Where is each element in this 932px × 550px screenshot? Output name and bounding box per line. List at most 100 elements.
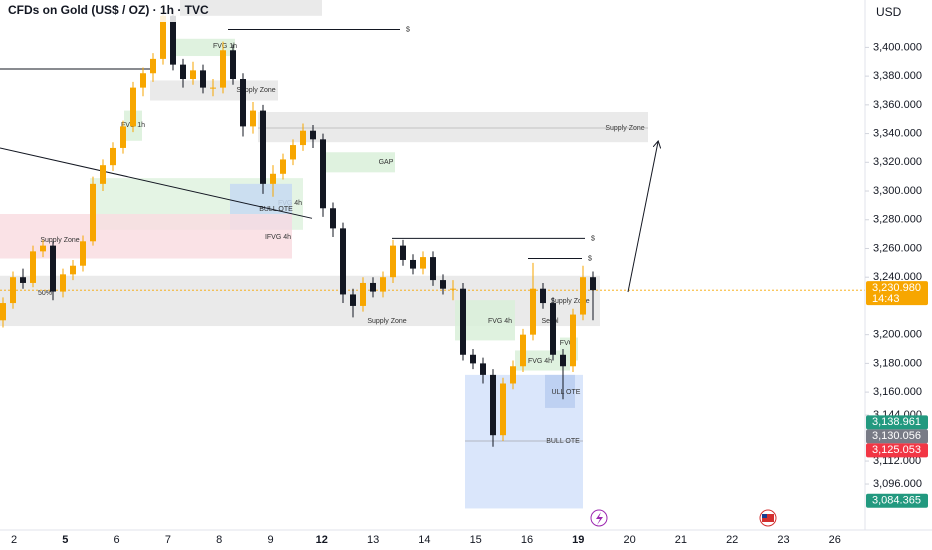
candle-body (80, 241, 86, 266)
candle-body (50, 245, 56, 292)
candle-body (220, 50, 226, 88)
candle-body (500, 383, 506, 436)
zone-label: GAP (379, 159, 394, 166)
candle-body (240, 78, 246, 127)
candle-body (360, 282, 366, 306)
candle-body (120, 126, 126, 148)
currency: USD (876, 5, 902, 19)
candle-body (590, 277, 596, 291)
y-tick-label: 3,160.000 (873, 386, 922, 398)
x-tick-label: 22 (726, 534, 738, 546)
candle-body (10, 277, 16, 304)
x-tick-label: 7 (165, 534, 171, 546)
x-tick-label: 5 (62, 534, 68, 546)
annotation: 50% (38, 290, 52, 297)
zone-label: IFVG 4h (265, 234, 291, 241)
trend-line (0, 147, 313, 219)
price-label: 3,230.980 (872, 282, 921, 294)
x-tick-label: 26 (829, 534, 841, 546)
zone (0, 214, 292, 259)
candle-body (390, 245, 396, 278)
zone-label: FVG (560, 340, 574, 347)
price-label: 3,138.961 (872, 416, 921, 428)
candle-body (250, 110, 256, 127)
y-tick-label: 3,096.000 (873, 478, 922, 490)
candle-body (440, 280, 446, 289)
price-label-bg (866, 281, 928, 306)
candle-body (420, 257, 426, 269)
candle-body (300, 130, 306, 146)
candle-body (580, 277, 586, 315)
candle-body (40, 245, 46, 252)
y-tick-label: 3,340.000 (873, 127, 922, 139)
x-tick-label: 20 (623, 534, 635, 546)
y-tick-label: 3,260.000 (873, 242, 922, 254)
projection-arrow (627, 142, 658, 293)
candle-body (470, 354, 476, 364)
y-tick-label: 3,180.000 (873, 357, 922, 369)
candle-body (290, 145, 296, 160)
zone-label: Supply Zone (236, 87, 275, 94)
candle-body (180, 64, 186, 79)
zone-label: Supply Zone (605, 125, 644, 132)
candle-body (260, 110, 266, 184)
zone-label: FVG 1h (213, 43, 237, 50)
candle-body (130, 87, 136, 127)
candle-body (20, 277, 26, 283)
candle-body (280, 159, 286, 174)
candle-body (380, 277, 386, 292)
candle-body (520, 334, 526, 367)
candle-body (90, 183, 96, 242)
price-label-bg (866, 429, 928, 444)
x-tick-label: 16 (521, 534, 533, 546)
candle-body (160, 15, 166, 59)
x-tick-label: 13 (367, 534, 379, 546)
x-tick-label: 8 (216, 534, 222, 546)
candle-body (530, 288, 536, 335)
y-tick-label: 3,240.000 (873, 271, 922, 283)
candle-body (30, 251, 36, 283)
zone (170, 38, 235, 57)
zone (545, 374, 575, 408)
annotation: Supply Zone (40, 237, 79, 244)
y-tick-label: 3,112.000 (873, 455, 921, 467)
x-tick-label: 6 (114, 534, 120, 546)
x-tick-label: 15 (470, 534, 482, 546)
candle-body (330, 208, 336, 229)
flag-canton (762, 514, 767, 518)
title-bg (0, 0, 180, 22)
level-label: $ (406, 26, 410, 33)
candle-body (450, 288, 456, 290)
y-tick-label: 3,320.000 (873, 156, 922, 168)
candle-body (0, 303, 6, 321)
y-tick-label: 3,360.000 (873, 99, 922, 111)
candle-body (550, 303, 556, 355)
zone-label: Supply Zone (367, 318, 406, 325)
countdown: 14:43 (872, 293, 900, 305)
candle-body (70, 265, 76, 275)
candle-body (200, 70, 206, 88)
flag (762, 514, 774, 522)
candle-body (140, 73, 146, 88)
candle-body (190, 70, 196, 79)
zone-label: ULL OTE (552, 389, 581, 396)
candle-body (110, 147, 116, 166)
zone (322, 152, 395, 173)
candle-body (490, 374, 496, 436)
zone (258, 112, 648, 143)
price-label: 3,125.053 (872, 444, 921, 456)
candle-body (540, 288, 546, 304)
lightning (596, 512, 603, 525)
candle-body (60, 274, 66, 292)
candle-body (310, 130, 316, 140)
x-tick-label: 19 (572, 534, 584, 546)
candle-body (430, 257, 436, 281)
zone-label: FVG 4h (488, 318, 512, 325)
x-tick-label: 9 (267, 534, 273, 546)
x-tick-label: 21 (675, 534, 687, 546)
candle-body (400, 245, 406, 260)
chart-title: CFDs on Gold (US$ / OZ) · 1h · TVC (8, 3, 209, 17)
price-label-bg (866, 443, 928, 458)
y-tick-label: 3,200.000 (873, 329, 922, 341)
